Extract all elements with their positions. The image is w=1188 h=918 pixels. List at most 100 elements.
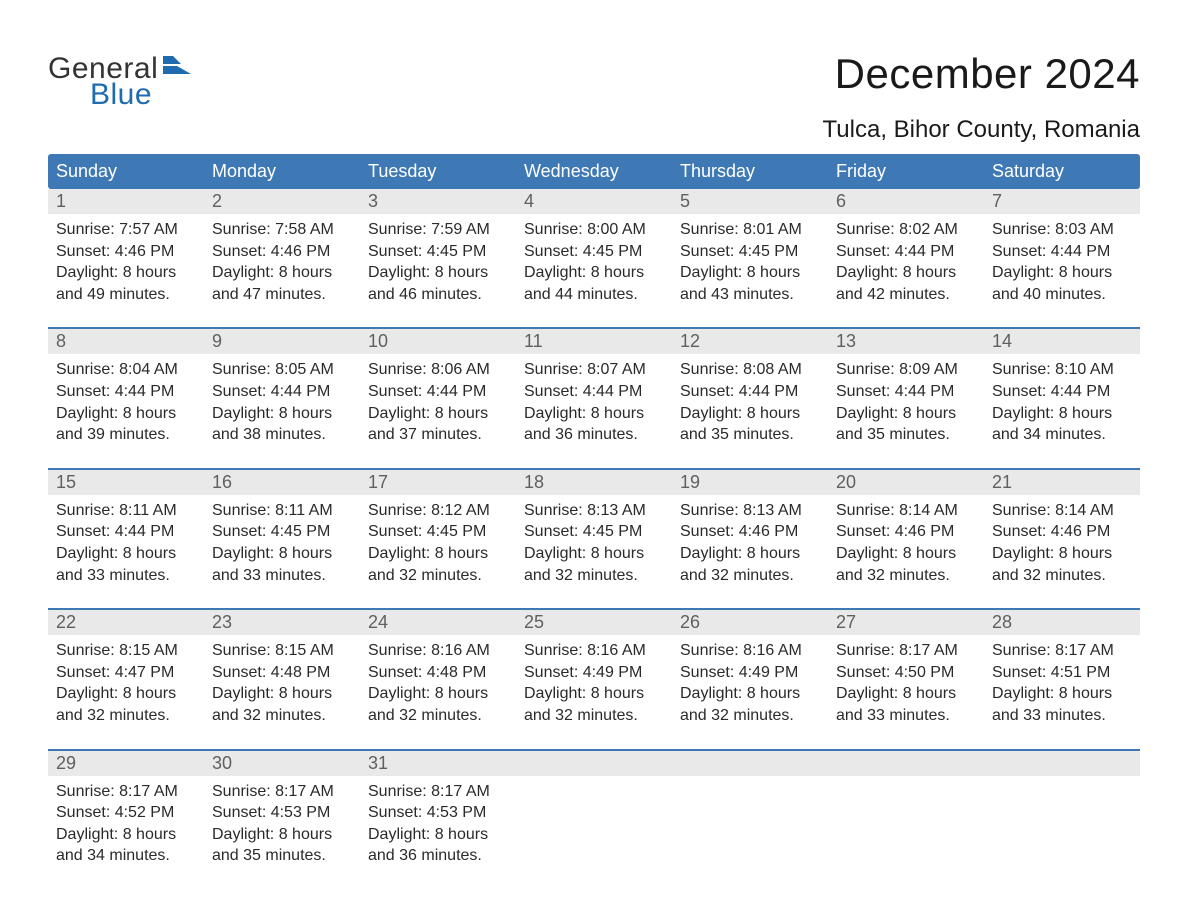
sunrise-text: Sunrise: 8:09 AM <box>836 359 976 381</box>
daynum-row: 1234567 <box>48 189 1140 214</box>
daylight-line1: Daylight: 8 hours <box>56 403 196 425</box>
sunset-text: Sunset: 4:45 PM <box>212 521 352 543</box>
title-block: December 2024 Tulca, Bihor County, Roman… <box>823 50 1140 144</box>
daylight-line1: Daylight: 8 hours <box>524 543 664 565</box>
day-number: 4 <box>516 189 672 214</box>
day-detail: Sunrise: 8:06 AMSunset: 4:44 PMDaylight:… <box>360 354 516 445</box>
sunset-text: Sunset: 4:50 PM <box>836 662 976 684</box>
calendar-week: 15161718192021Sunrise: 8:11 AMSunset: 4:… <box>48 468 1140 586</box>
daylight-line2: and 32 minutes. <box>836 565 976 587</box>
day-detail: Sunrise: 7:57 AMSunset: 4:46 PMDaylight:… <box>48 214 204 305</box>
sunset-text: Sunset: 4:45 PM <box>524 521 664 543</box>
sunset-text: Sunset: 4:46 PM <box>212 241 352 263</box>
daylight-line1: Daylight: 8 hours <box>212 262 352 284</box>
detail-row: Sunrise: 8:11 AMSunset: 4:44 PMDaylight:… <box>48 495 1140 586</box>
sunrise-text: Sunrise: 8:01 AM <box>680 219 820 241</box>
day-detail: Sunrise: 8:17 AMSunset: 4:51 PMDaylight:… <box>984 635 1140 726</box>
day-detail: Sunrise: 8:02 AMSunset: 4:44 PMDaylight:… <box>828 214 984 305</box>
day-number: 21 <box>984 470 1140 495</box>
day-number: 15 <box>48 470 204 495</box>
daylight-line1: Daylight: 8 hours <box>524 403 664 425</box>
weekday-header: Monday <box>204 154 360 189</box>
daylight-line1: Daylight: 8 hours <box>992 683 1132 705</box>
sunset-text: Sunset: 4:45 PM <box>368 241 508 263</box>
weekday-header: Friday <box>828 154 984 189</box>
daylight-line2: and 32 minutes. <box>368 705 508 727</box>
day-number: 22 <box>48 610 204 635</box>
daylight-line1: Daylight: 8 hours <box>56 683 196 705</box>
daylight-line1: Daylight: 8 hours <box>524 262 664 284</box>
day-number <box>516 751 672 776</box>
day-number: 24 <box>360 610 516 635</box>
day-detail: Sunrise: 8:07 AMSunset: 4:44 PMDaylight:… <box>516 354 672 445</box>
daylight-line2: and 32 minutes. <box>368 565 508 587</box>
day-number: 3 <box>360 189 516 214</box>
day-number: 9 <box>204 329 360 354</box>
sunrise-text: Sunrise: 8:17 AM <box>992 640 1132 662</box>
weekday-header: Saturday <box>984 154 1140 189</box>
sunset-text: Sunset: 4:46 PM <box>56 241 196 263</box>
daylight-line2: and 43 minutes. <box>680 284 820 306</box>
daynum-row: 891011121314 <box>48 329 1140 354</box>
sunrise-text: Sunrise: 8:15 AM <box>56 640 196 662</box>
day-detail: Sunrise: 8:01 AMSunset: 4:45 PMDaylight:… <box>672 214 828 305</box>
sunset-text: Sunset: 4:51 PM <box>992 662 1132 684</box>
location-text: Tulca, Bihor County, Romania <box>823 116 1140 144</box>
daylight-line2: and 34 minutes. <box>56 845 196 867</box>
topbar: General Blue December 2024 Tulca, Bihor … <box>48 50 1140 144</box>
daylight-line1: Daylight: 8 hours <box>992 403 1132 425</box>
day-number <box>984 751 1140 776</box>
sunset-text: Sunset: 4:48 PM <box>368 662 508 684</box>
detail-row: Sunrise: 8:15 AMSunset: 4:47 PMDaylight:… <box>48 635 1140 726</box>
day-number: 31 <box>360 751 516 776</box>
daylight-line1: Daylight: 8 hours <box>56 262 196 284</box>
calendar-week: 891011121314 Sunrise: 8:04 AM Sunset: 4:44… <box>48 327 1140 445</box>
day-number: 27 <box>828 610 984 635</box>
sunset-text: Sunset: 4:53 PM <box>368 802 508 824</box>
sunrise-text: Sunrise: 8:00 AM <box>524 219 664 241</box>
sunrise-text: Sunrise: 8:04 AM <box>56 359 196 381</box>
weekday-header-row: Sunday Monday Tuesday Wednesday Thursday… <box>48 154 1140 189</box>
daynum-row: 15161718192021 <box>48 470 1140 495</box>
daylight-line2: and 32 minutes. <box>680 705 820 727</box>
day-detail: Sunrise: 7:58 AMSunset: 4:46 PMDaylight:… <box>204 214 360 305</box>
sunrise-text: Sunrise: 8:17 AM <box>56 781 196 803</box>
day-number: 11 <box>516 329 672 354</box>
calendar-week: 22232425262728Sunrise: 8:15 AMSunset: 4:… <box>48 608 1140 726</box>
sunset-text: Sunset: 4:44 PM <box>680 381 820 403</box>
day-detail: Sunrise: 8:13 AMSunset: 4:45 PMDaylight:… <box>516 495 672 586</box>
daylight-line1: Daylight: 8 hours <box>56 543 196 565</box>
sunrise-text: Sunrise: 7:59 AM <box>368 219 508 241</box>
day-detail: Sunrise: 8:10 AMSunset: 4:44 PMDaylight:… <box>984 354 1140 445</box>
daylight-line1: Daylight: 8 hours <box>368 824 508 846</box>
day-detail: Sunrise: 8:03 AMSunset: 4:44 PMDaylight:… <box>984 214 1140 305</box>
flag-icon <box>163 50 191 80</box>
sunrise-text: Sunrise: 8:15 AM <box>212 640 352 662</box>
sunset-text: Sunset: 4:48 PM <box>212 662 352 684</box>
day-detail: Sunrise: 8:13 AMSunset: 4:46 PMDaylight:… <box>672 495 828 586</box>
sunset-text: Sunset: 4:53 PM <box>212 802 352 824</box>
daylight-line2: and 33 minutes. <box>212 565 352 587</box>
day-detail: Sunrise: 8:16 AMSunset: 4:48 PMDaylight:… <box>360 635 516 726</box>
day-number: 1 <box>48 189 204 214</box>
sunrise-text: Sunrise: 7:58 AM <box>212 219 352 241</box>
sunrise-text: Sunrise: 8:17 AM <box>212 781 352 803</box>
day-detail: Sunrise: 8:16 AMSunset: 4:49 PMDaylight:… <box>516 635 672 726</box>
daylight-line1: Daylight: 8 hours <box>680 683 820 705</box>
sunrise-text: Sunrise: 8:05 AM <box>212 359 352 381</box>
calendar-week: 293031 Sunrise: 8:17 AMSunset: 4:52 PMDa… <box>48 749 1140 867</box>
month-title: December 2024 <box>823 50 1140 98</box>
daynum-row: 22232425262728 <box>48 610 1140 635</box>
sunset-text: Sunset: 4:44 PM <box>992 241 1132 263</box>
day-number: 20 <box>828 470 984 495</box>
day-number: 7 <box>984 189 1140 214</box>
weeks-container: 1234567Sunrise: 7:57 AMSunset: 4:46 PMDa… <box>48 189 1140 867</box>
sunset-text: Sunset: 4:49 PM <box>680 662 820 684</box>
daylight-line1: Daylight: 8 hours <box>680 543 820 565</box>
day-detail: Sunrise: 8:12 AMSunset: 4:45 PMDaylight:… <box>360 495 516 586</box>
day-number: 17 <box>360 470 516 495</box>
detail-row: Sunrise: 7:57 AMSunset: 4:46 PMDaylight:… <box>48 214 1140 305</box>
sunrise-text: Sunrise: 8:03 AM <box>992 219 1132 241</box>
calendar: Sunday Monday Tuesday Wednesday Thursday… <box>48 154 1140 867</box>
day-number: 6 <box>828 189 984 214</box>
